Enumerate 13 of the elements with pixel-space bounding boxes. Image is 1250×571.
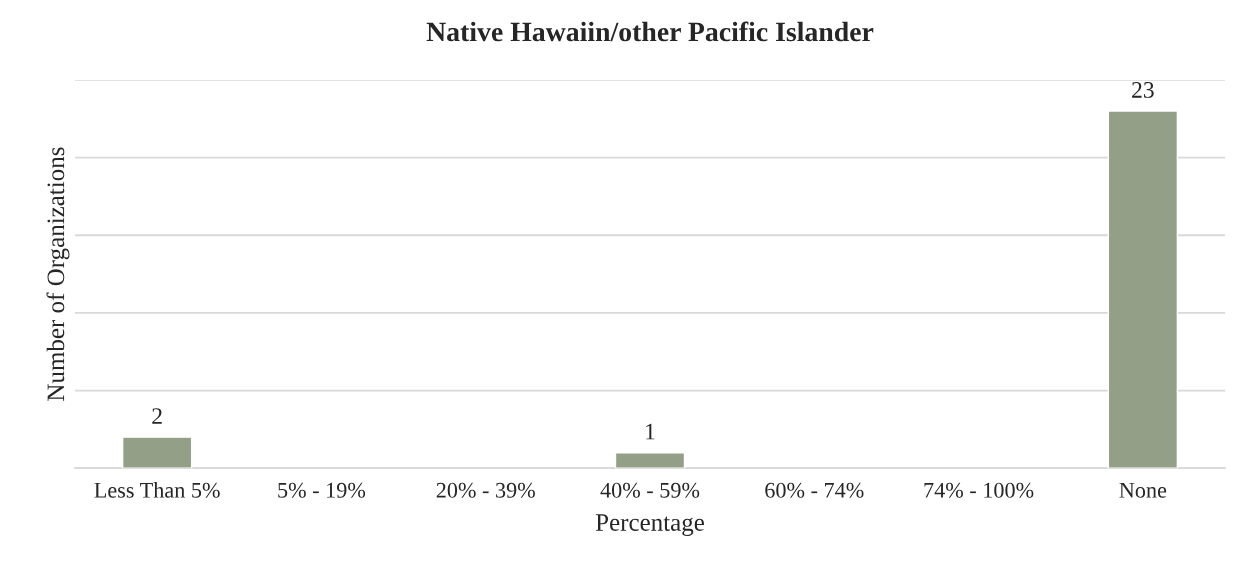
x-tick-label: 20% - 39% [436,482,535,498]
data-label: 23 [1132,82,1154,98]
x-tick-label: Less Than 5% [94,482,220,498]
x-axis-title: Percentage [595,514,704,537]
x-tick-label: 40% - 59% [600,482,700,498]
data-label: 2 [152,408,162,424]
y-axis-title: Number of Organizations [46,147,70,401]
x-tick-label: 74% - 100% [924,482,1034,498]
data-label: 1 [646,423,655,440]
x-tick-label: 60% - 74% [765,482,864,498]
x-tick-label: 5% - 19% [278,482,366,498]
x-tick-label: None [1119,482,1167,498]
chart-title: Native Hawaiin/other Pacific Islander [426,21,874,42]
